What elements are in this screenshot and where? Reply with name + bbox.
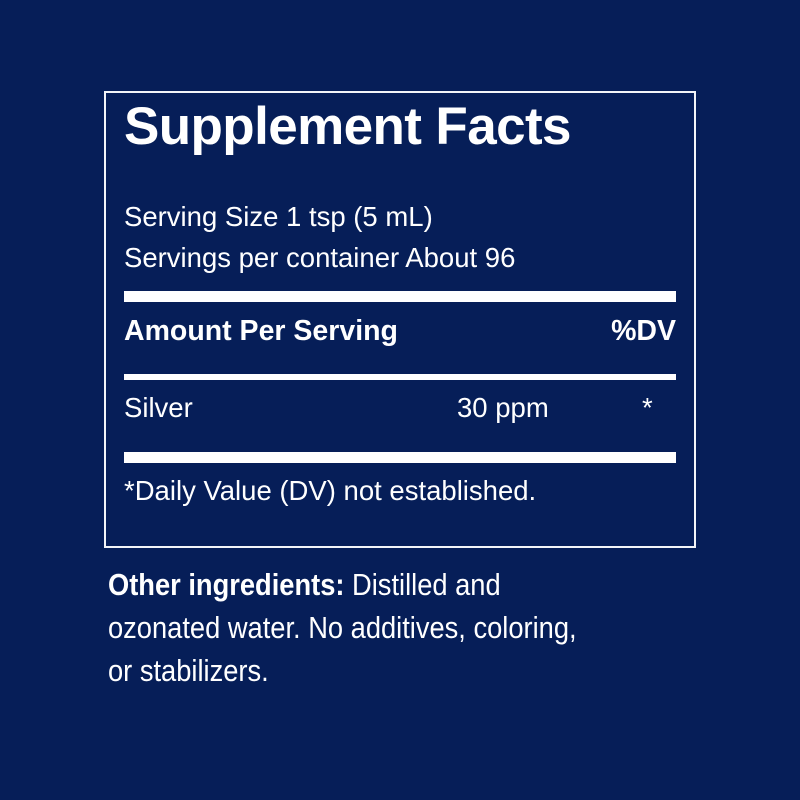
column-header-daily-value: %DV <box>611 315 676 347</box>
serving-info: Serving Size 1 tsp (5 mL) Servings per c… <box>124 196 515 278</box>
rule-thick-bottom <box>124 452 676 463</box>
nutrient-daily-value: * <box>642 392 653 423</box>
column-header-amount-per-serving: Amount Per Serving <box>124 315 398 347</box>
nutrient-name: Silver <box>124 392 193 423</box>
rule-thin-mid <box>124 374 676 380</box>
nutrient-amount: 30 ppm <box>457 392 549 423</box>
supplement-facts-content: Supplement Facts Serving Size 1 tsp (5 m… <box>124 93 676 546</box>
serving-size-text: Serving Size 1 tsp (5 mL) <box>124 201 433 232</box>
page-title: Supplement Facts <box>124 97 571 156</box>
other-ingredients-block: Other ingredients: Distilled and ozonate… <box>108 563 636 692</box>
other-ingredients-label: Other ingredients: <box>108 567 345 602</box>
other-ingredients-line-1-rest: Distilled and <box>344 567 501 602</box>
rule-thick-top <box>124 291 676 302</box>
supplement-facts-panel: Supplement Facts Serving Size 1 tsp (5 m… <box>104 91 696 548</box>
other-ingredients-line-1: Other ingredients: Distilled and <box>108 563 636 606</box>
table-row: Silver 30 ppm * <box>124 392 676 432</box>
other-ingredients-line-2: ozonated water. No additives, coloring, <box>108 610 577 645</box>
daily-value-footnote: *Daily Value (DV) not established. <box>124 475 537 506</box>
table-header-row: Amount Per Serving %DV <box>124 315 676 355</box>
servings-per-container-text: Servings per container About 96 <box>124 242 516 273</box>
other-ingredients-line-3: or stabilizers. <box>108 653 269 688</box>
